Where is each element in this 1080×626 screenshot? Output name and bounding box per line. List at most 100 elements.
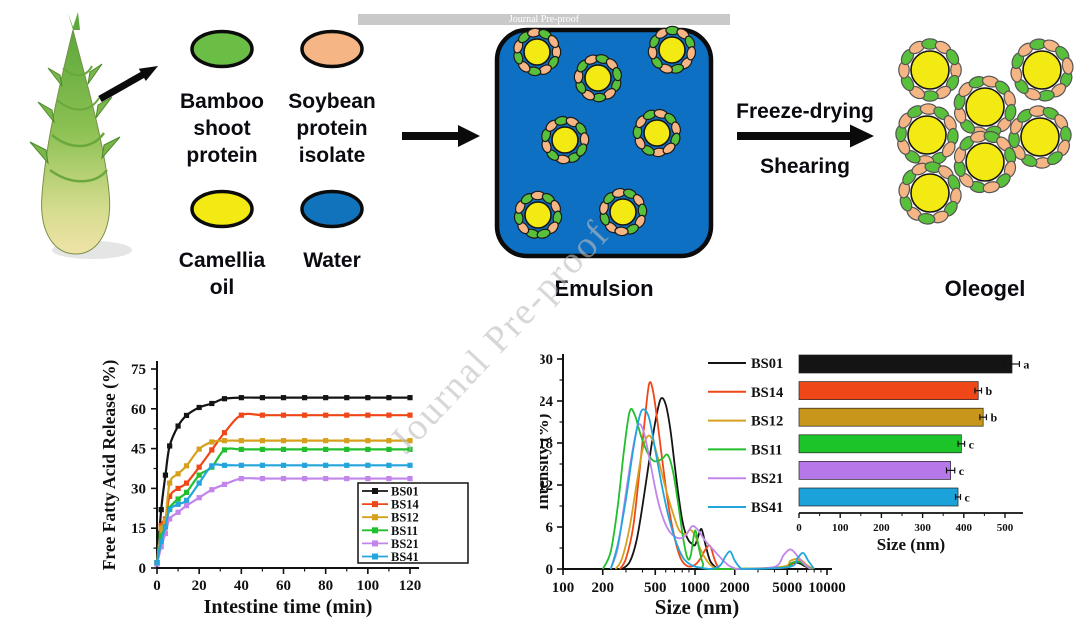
- ffa-x-axis-title: Intestine time (min): [204, 596, 373, 618]
- oleogel-droplet: [895, 103, 959, 167]
- svg-text:75: 75: [131, 362, 146, 378]
- svg-text:6: 6: [546, 520, 554, 536]
- svg-text:15: 15: [131, 521, 146, 537]
- svg-text:60: 60: [131, 402, 146, 418]
- size-bar-BS11: [798, 434, 962, 454]
- svg-text:BS12: BS12: [751, 414, 783, 430]
- svg-text:BS14: BS14: [391, 498, 420, 512]
- oleogel-droplet: [898, 161, 962, 225]
- soybean-protein-isolate-shape: [300, 29, 364, 69]
- svg-text:c: c: [965, 491, 971, 505]
- svg-text:400: 400: [956, 522, 973, 534]
- emulsion-label: Emulsion: [554, 276, 654, 301]
- svg-text:2000: 2000: [720, 580, 750, 596]
- journal-preproof-banner: Journal Pre-proof: [358, 14, 730, 25]
- svg-text:300: 300: [914, 522, 931, 534]
- arrow-emulsification-icon: [402, 125, 480, 147]
- banner-text: Journal Pre-proof: [508, 14, 580, 25]
- svg-text:5000: 5000: [772, 580, 802, 596]
- process-schematic-figure: [29, 12, 1074, 259]
- ffa-y-axis-title: Free Fatty Acid Release (%): [99, 360, 119, 571]
- water-label: Water: [303, 249, 361, 272]
- svg-text:500: 500: [644, 580, 667, 596]
- svg-text:40: 40: [234, 578, 249, 594]
- svg-text:200: 200: [873, 522, 890, 534]
- emulsion-droplet: [573, 54, 623, 103]
- svg-text:c: c: [959, 464, 965, 478]
- svg-text:0: 0: [153, 578, 161, 594]
- size-distribution-chart: 0 6 12 18 24 30 100 200 500 1000 2000 5000 10000 Inte…: [540, 352, 1029, 619]
- bamboo-shoot-protein-label: Bamboo shoot protein: [180, 90, 264, 167]
- svg-text:1000: 1000: [680, 580, 710, 596]
- size-series-BS12: [614, 434, 814, 570]
- svg-text:10000: 10000: [808, 580, 846, 596]
- size-bar-BS01: [798, 354, 1013, 374]
- svg-text:80: 80: [318, 578, 333, 594]
- oleogel-droplet-cluster: [895, 38, 1074, 225]
- svg-text:120: 120: [399, 578, 422, 594]
- svg-text:200: 200: [591, 580, 614, 596]
- svg-text:24: 24: [540, 394, 554, 410]
- svg-text:20: 20: [192, 578, 207, 594]
- emulsion-droplet: [513, 190, 563, 239]
- svg-text:18: 18: [540, 436, 553, 452]
- svg-text:0: 0: [139, 561, 147, 577]
- svg-text:45: 45: [131, 442, 146, 458]
- svg-text:100: 100: [357, 578, 380, 594]
- svg-text:BS21: BS21: [391, 537, 419, 551]
- ffa-release-chart: 0 15 30 45 60 75 0 20 40 60 80 100 120 Free Fatty Aci…: [99, 360, 469, 618]
- bar-inset-x-axis-title: Size (nm): [877, 535, 945, 554]
- size-bar-BS14: [798, 381, 979, 400]
- size-series-BS11: [601, 408, 813, 570]
- water-shape: [300, 189, 364, 229]
- size-series-BS14: [619, 381, 814, 570]
- svg-text:500: 500: [997, 522, 1014, 534]
- svg-text:BS01: BS01: [751, 356, 783, 372]
- svg-text:BS21: BS21: [751, 471, 783, 487]
- svg-text:b: b: [986, 384, 993, 398]
- emulsion-droplet: [632, 108, 681, 158]
- svg-text:a: a: [1023, 358, 1029, 372]
- camellia-oil-label: Camellia oil: [178, 249, 266, 299]
- oleogel-droplet: [1008, 105, 1072, 169]
- oleogel-droplet: [898, 38, 962, 102]
- svg-text:100: 100: [552, 580, 575, 596]
- svg-text:BS41: BS41: [391, 550, 419, 564]
- oleogel-droplet: [953, 130, 1017, 194]
- freeze-drying-label: Freeze-drying: [736, 100, 874, 123]
- svg-text:60: 60: [276, 578, 291, 594]
- svg-text:BS41: BS41: [751, 500, 783, 516]
- size-x-axis-title: Size (nm): [655, 595, 740, 619]
- emulsion-droplet: [541, 115, 590, 165]
- arrow-freeze-drying-icon: [737, 124, 874, 148]
- svg-text:BS11: BS11: [751, 442, 782, 458]
- svg-text:30: 30: [540, 352, 553, 368]
- size-y-axis-title: Intensity (%): [540, 414, 552, 511]
- bamboo-shoot-protein-shape: [190, 29, 254, 69]
- svg-text:12: 12: [540, 478, 553, 494]
- size-series-BS41: [609, 408, 815, 570]
- camellia-oil-shape: [190, 189, 254, 229]
- size-bar-BS21: [798, 461, 951, 480]
- svg-text:BS01: BS01: [391, 485, 419, 499]
- svg-text:BS11: BS11: [391, 524, 418, 538]
- svg-text:30: 30: [131, 481, 146, 497]
- size-legend: BS01 BS14 BS12 BS11 BS21 BS41: [708, 356, 783, 516]
- size-bar-BS12: [798, 407, 984, 427]
- shearing-label: Shearing: [760, 155, 850, 178]
- emulsion-droplets: [513, 25, 697, 239]
- arrow-extraction-icon: [98, 66, 158, 103]
- oleogel-droplet: [953, 75, 1017, 139]
- svg-text:c: c: [969, 437, 975, 451]
- bamboo-shoot-illustration: [29, 12, 132, 259]
- svg-text:BS14: BS14: [751, 385, 783, 401]
- emulsion-droplet: [513, 27, 562, 77]
- soybean-protein-isolate-label: Soybean protein isolate: [288, 90, 376, 167]
- oleogel-droplet: [1010, 38, 1074, 102]
- size-bar-BS41: [798, 487, 959, 507]
- svg-text:0: 0: [796, 522, 802, 534]
- emulsion-droplet: [647, 25, 697, 74]
- svg-text:BS12: BS12: [391, 511, 419, 525]
